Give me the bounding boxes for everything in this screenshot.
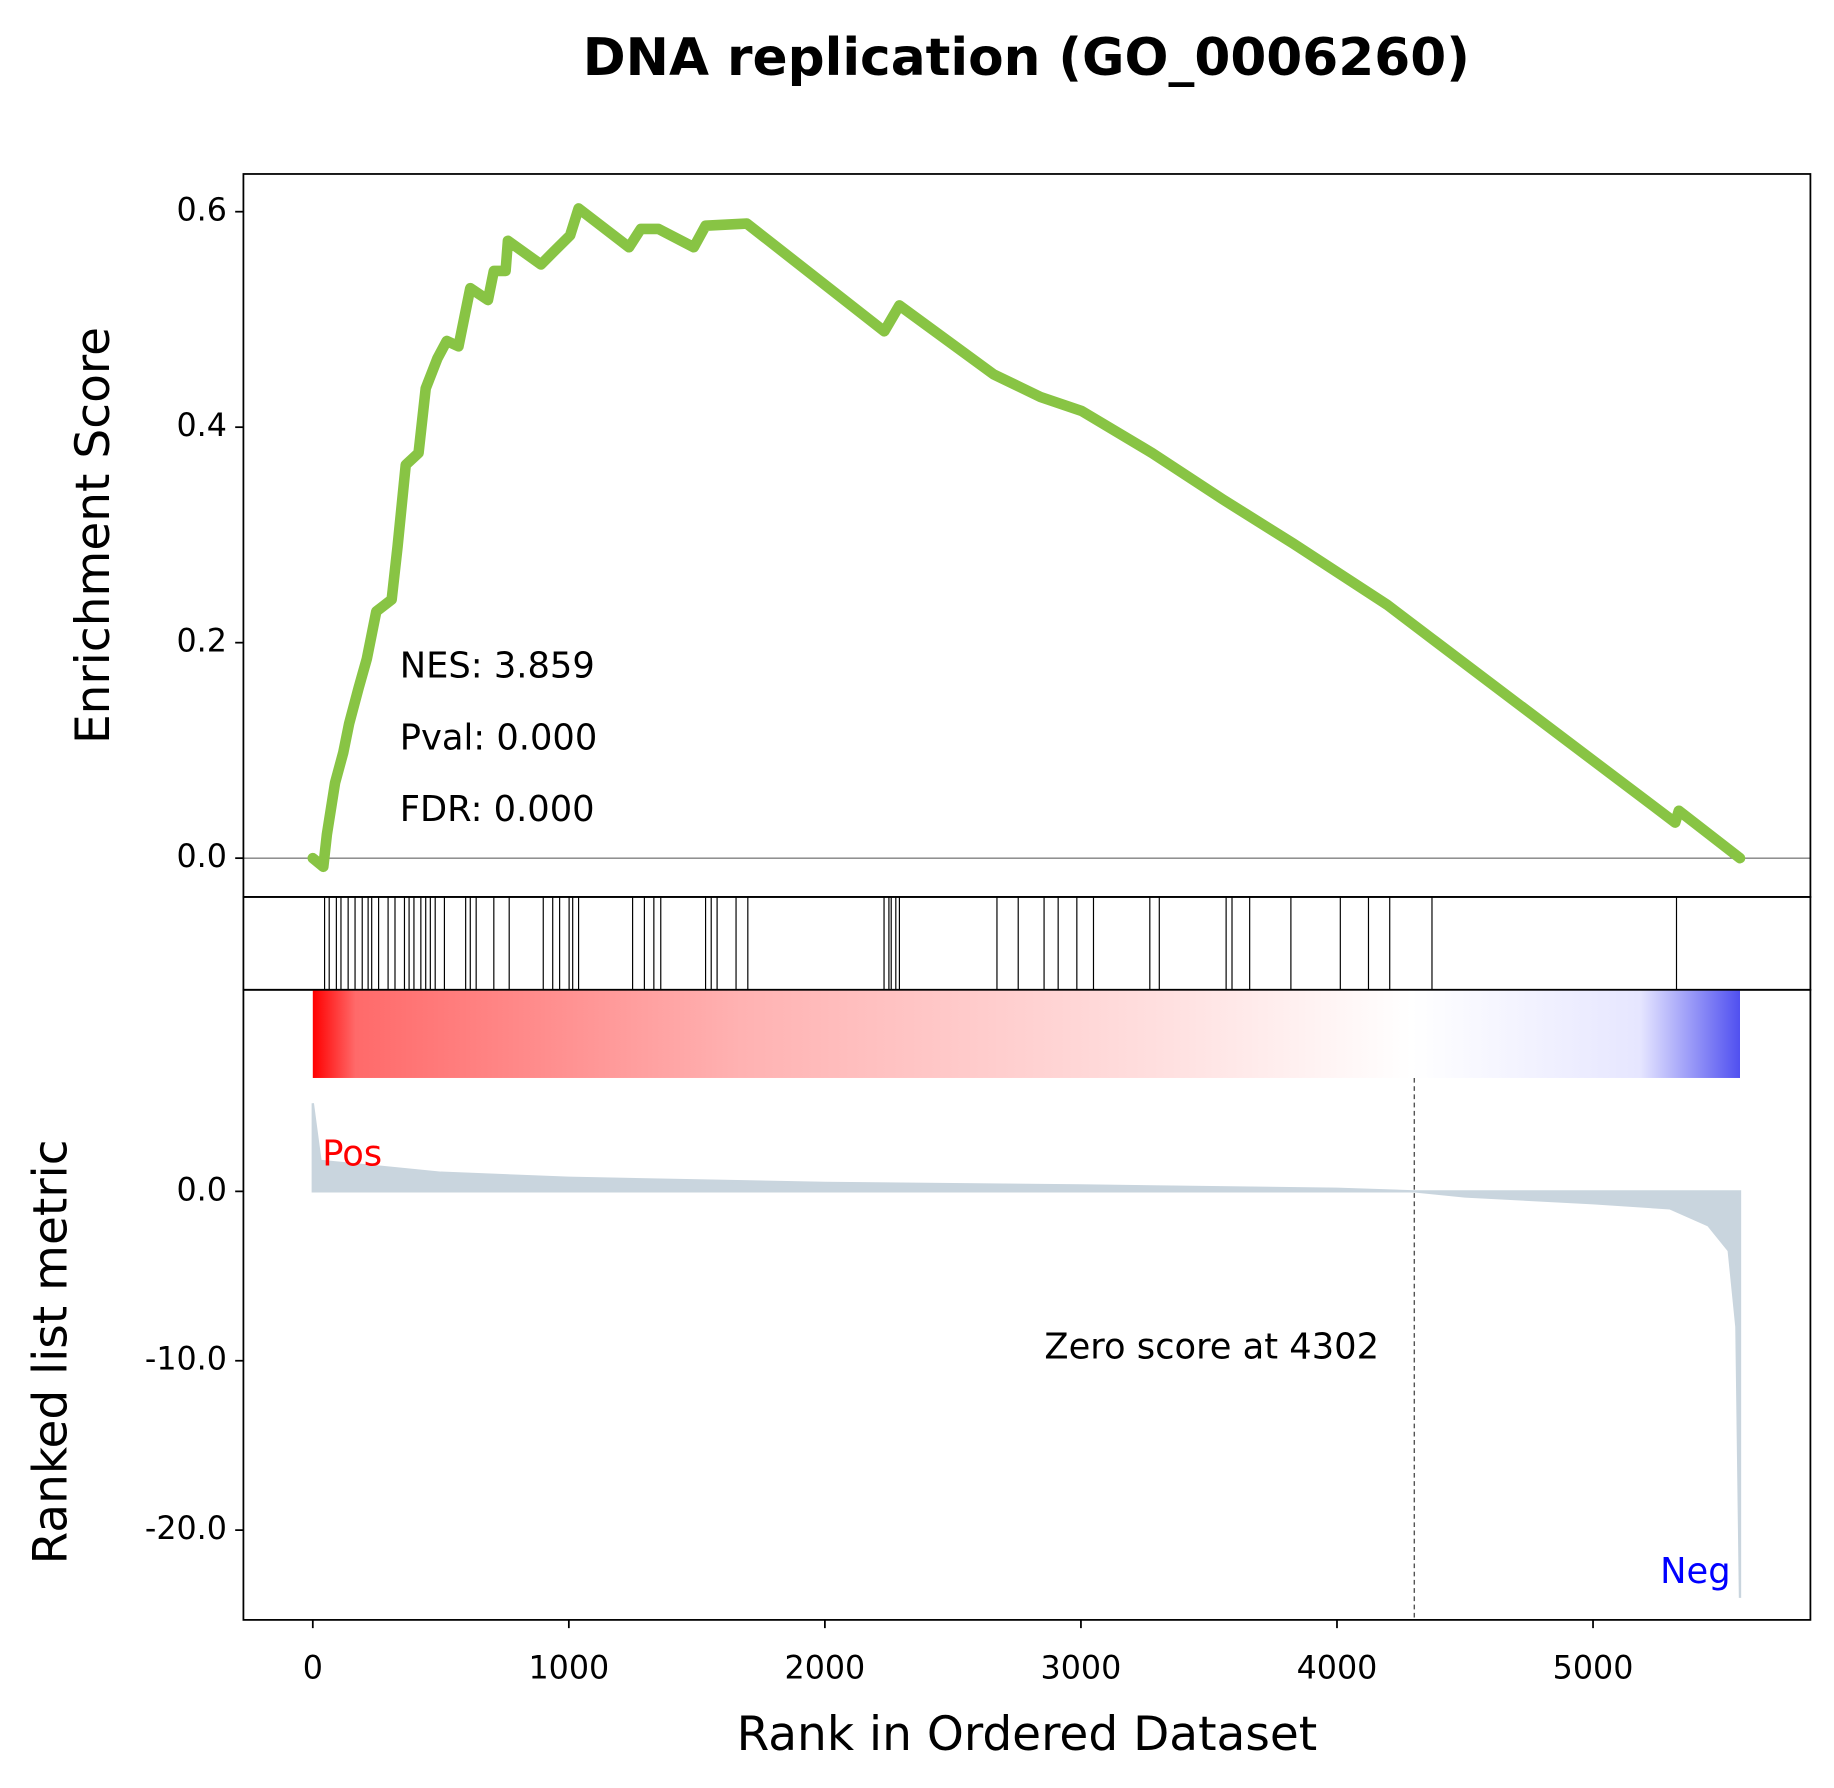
- y-tick-label: 0.2: [177, 624, 227, 660]
- y-tick-label: 0.0: [177, 1172, 227, 1208]
- x-tick-label: 5000: [1553, 1650, 1634, 1686]
- enrichment-line: [307, 203, 1746, 873]
- panel-frame: [242, 988, 1812, 1621]
- x-tick-label: 1000: [528, 1650, 609, 1686]
- y-tick-label: 0.4: [177, 408, 227, 444]
- y-tick-label: -10.0: [145, 1342, 227, 1378]
- ranked-area: [311, 1103, 1742, 1598]
- stat-annotation: Pval: 0.000: [400, 717, 598, 758]
- stat-annotation: NES: 3.859: [400, 646, 595, 687]
- neg-label: Neg: [1660, 1551, 1730, 1592]
- chart-title: DNA replication (GO_0006260): [583, 28, 1470, 88]
- x-tick-label: 2000: [785, 1650, 866, 1686]
- pos-label: Pos: [322, 1134, 382, 1175]
- y-tick-label: 0.0: [177, 839, 227, 875]
- stat-annotation: FDR: 0.000: [400, 789, 595, 830]
- y-tick-label: 0.6: [177, 193, 227, 229]
- x-tick-label: 0: [303, 1650, 323, 1686]
- x-axis-label: Rank in Ordered Dataset: [737, 1707, 1318, 1762]
- x-tick-label: 3000: [1041, 1650, 1122, 1686]
- y-tick-label: -20.0: [145, 1511, 227, 1547]
- zero-score-label: Zero score at 4302: [1044, 1326, 1379, 1367]
- y-axis-label: Ranked list metric: [24, 1139, 79, 1564]
- heatmap-bar: [312, 989, 1740, 1078]
- panel-frame: [242, 896, 1812, 991]
- x-tick-label: 4000: [1297, 1650, 1378, 1686]
- y-axis-label: Enrichment Score: [66, 327, 121, 744]
